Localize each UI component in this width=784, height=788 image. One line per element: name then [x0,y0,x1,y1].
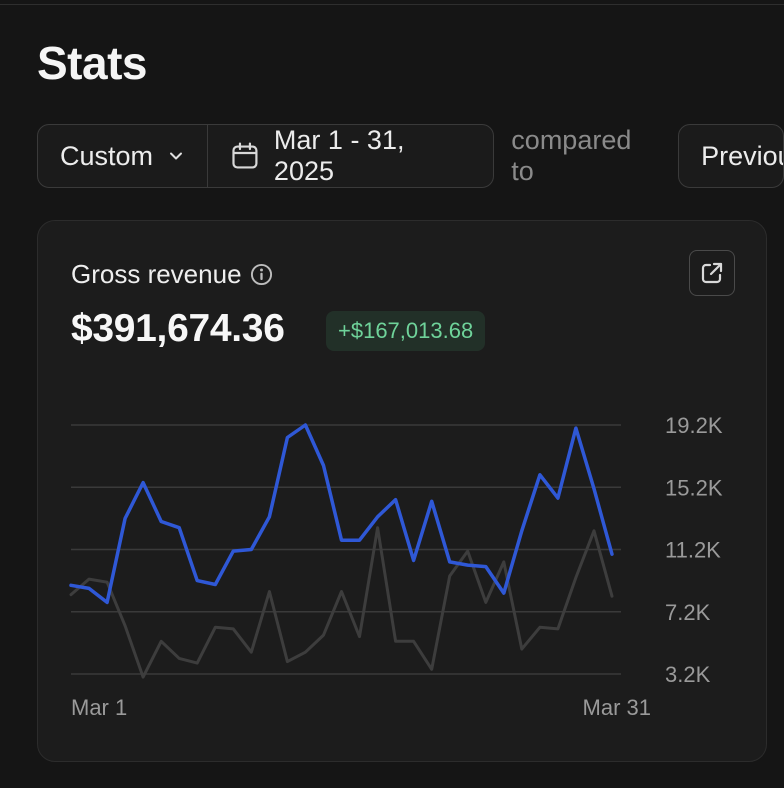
delta-badge: +$167,013.68 [326,311,486,351]
range-dropdown-label: Custom [60,140,154,171]
chevron-down-icon [170,152,183,160]
y-tick-label: 3.2K [665,662,711,687]
metric-value: $391,674.36 [71,307,285,350]
calendar-icon [232,142,258,169]
x-tick-label: Mar 1 [71,695,127,720]
filter-bar: Custom Mar 1 - 31, 2025 compared to Prev… [37,124,784,188]
current-period-line [69,423,614,605]
metric-label: Gross revenue [71,259,242,289]
x-tick-label: Mar 31 [583,695,651,720]
y-tick-label: 7.2K [665,600,711,625]
previous-period-line [69,526,614,679]
gross-revenue-card: Gross revenue $391,674.36 +$167,013.68 1… [37,220,767,762]
date-range-label: Mar 1 - 31, 2025 [273,125,405,186]
metric-header: Gross revenue [71,259,273,290]
y-tick-label: 19.2K [665,413,723,438]
revenue-line-chart: 19.2K 15.2K 11.2K 7.2K 3.2K Mar 1 Mar 31 [69,413,723,720]
external-link-icon [701,262,723,284]
open-report-button[interactable] [689,250,735,296]
comparison-period-label: Previous period [701,140,783,171]
y-tick-label: 11.2K [665,538,721,563]
date-range-picker[interactable]: Mar 1 - 31, 2025 [207,125,493,187]
comparison-period-dropdown[interactable]: Previous period [678,124,784,188]
page-title: Stats [37,37,147,89]
top-divider [0,4,784,5]
range-dropdown[interactable]: Custom [38,125,207,187]
compared-to-label: compared to [511,125,632,186]
info-icon[interactable] [250,263,273,286]
y-tick-label: 15.2K [665,475,723,500]
date-filter-group: Custom Mar 1 - 31, 2025 [37,124,495,188]
